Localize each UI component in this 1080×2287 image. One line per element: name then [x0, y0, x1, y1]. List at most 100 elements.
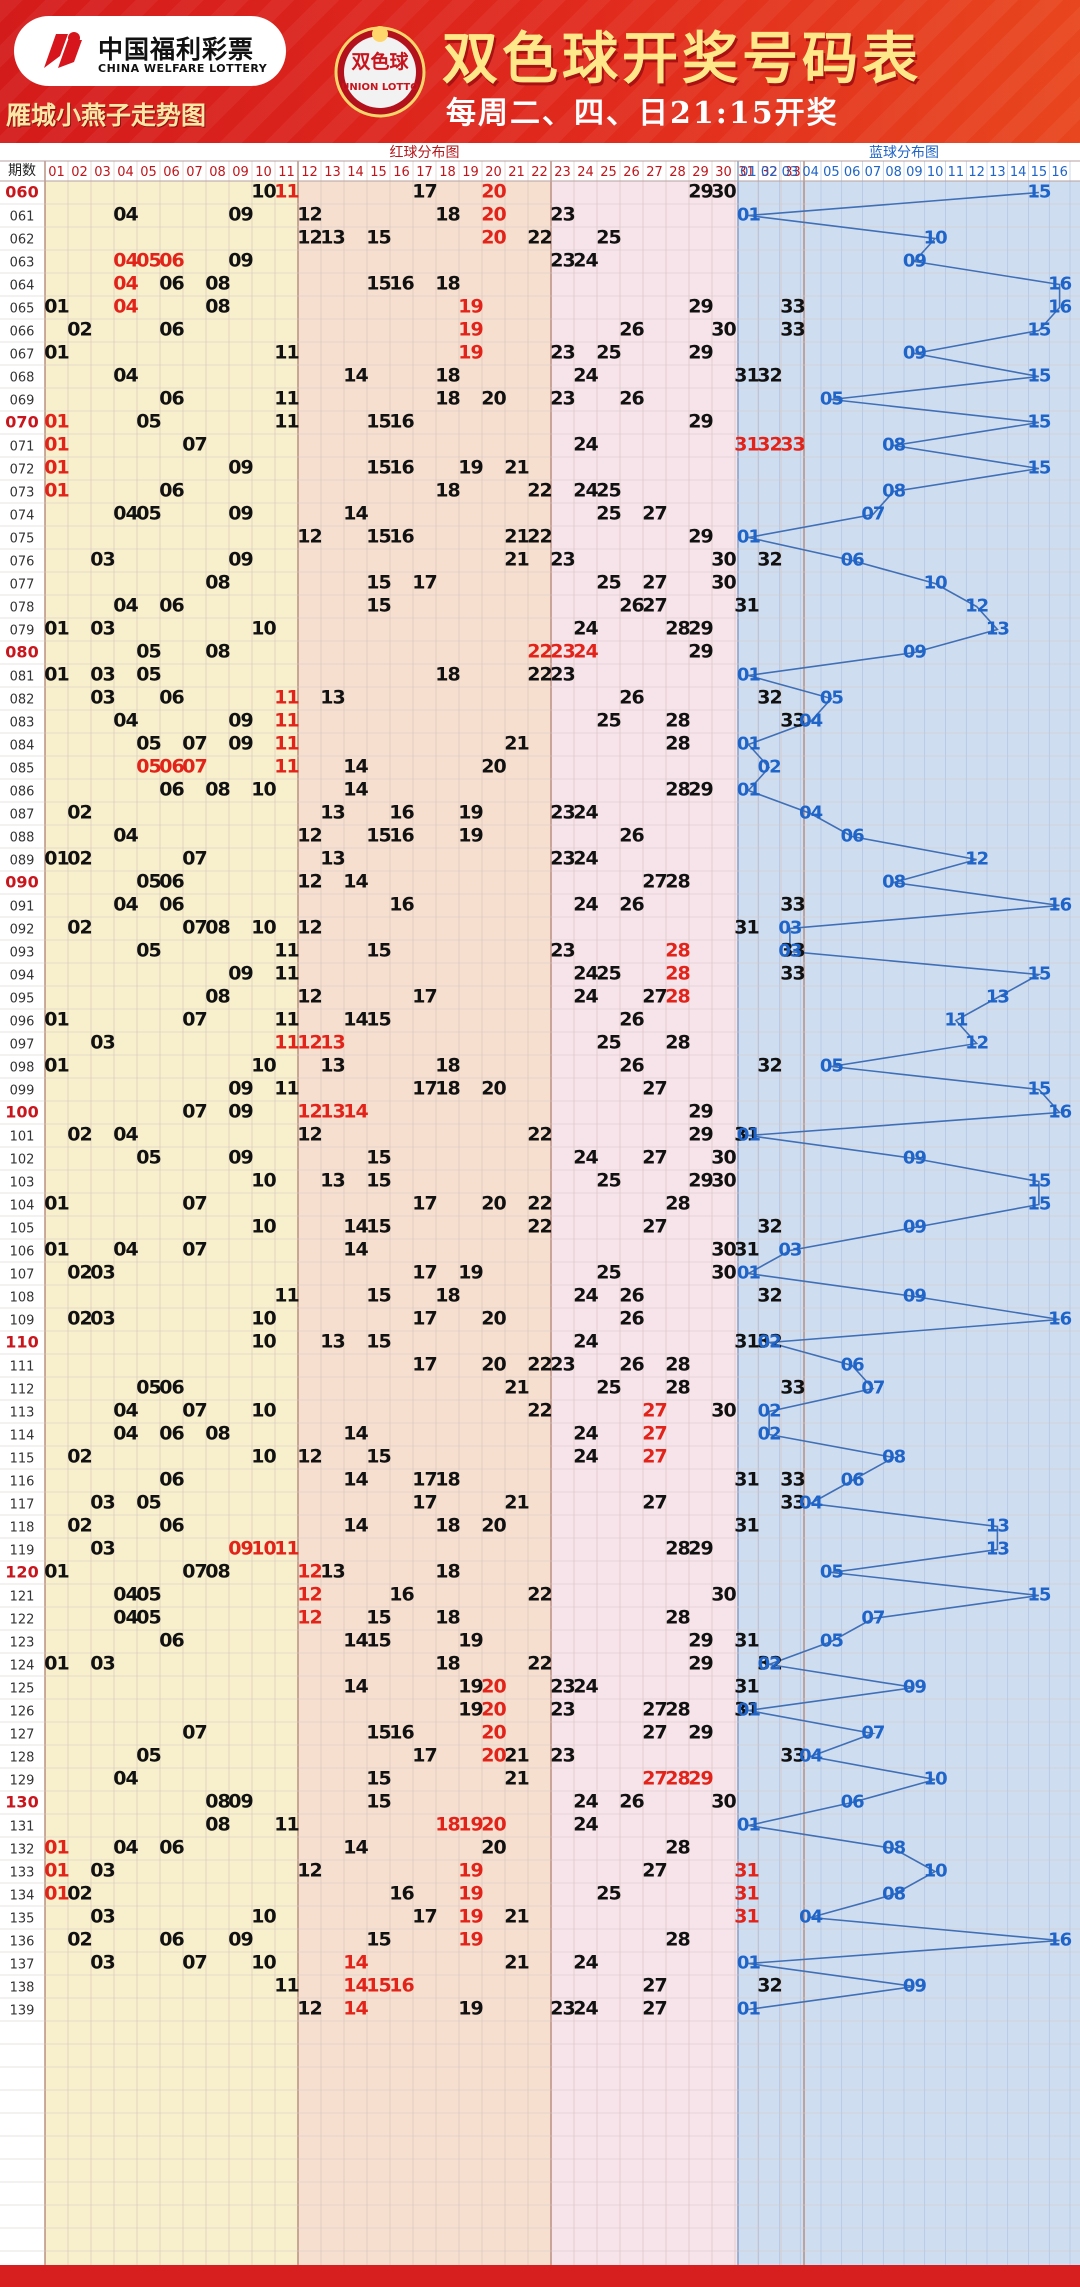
red-column-label: 12: [301, 165, 318, 180]
red-ball-number: 11: [274, 1078, 298, 1100]
period-label: 080: [5, 643, 38, 662]
red-ball-number: 24: [573, 1285, 598, 1307]
period-label: 087: [10, 808, 35, 823]
blue-ball-number: 08: [882, 1838, 906, 1859]
red-ball-number: 22: [527, 1216, 551, 1238]
blue-ball-number: 15: [1027, 1079, 1051, 1100]
red-ball-number: 01: [44, 1653, 68, 1675]
red-ball-number: 22: [527, 227, 551, 249]
period-label: 092: [10, 923, 35, 938]
red-ball-number: 15: [366, 1791, 390, 1813]
red-ball-number: 09: [228, 1101, 252, 1123]
red-ball-number: 01: [44, 296, 68, 318]
red-ball-number: 29: [688, 1722, 712, 1744]
red-ball-number: 25: [596, 1032, 620, 1054]
red-ball-number: 09: [228, 1791, 252, 1813]
red-ball-number: 05: [136, 1492, 160, 1514]
red-ball-number: 27: [642, 1768, 666, 1790]
red-ball-number: 08: [205, 917, 230, 939]
red-ball-number: 03: [90, 1262, 114, 1284]
red-ball-number: 26: [619, 1285, 644, 1307]
period-label: 071: [10, 440, 35, 455]
red-ball-number: 30: [711, 1170, 736, 1192]
red-ball-number: 01: [44, 480, 68, 502]
period-label: 067: [10, 348, 35, 363]
red-ball-number: 11: [274, 1032, 298, 1054]
blue-ball-number: 02: [758, 757, 781, 778]
red-ball-number: 13: [320, 1055, 344, 1077]
red-ball-number: 24: [573, 1423, 598, 1445]
red-ball-number: 18: [435, 273, 460, 295]
red-ball-number: 27: [642, 1423, 666, 1445]
red-ball-number: 24: [573, 434, 598, 456]
red-ball-number: 01: [44, 664, 68, 686]
red-ball-number: 04: [113, 1584, 138, 1606]
red-ball-number: 08: [205, 273, 230, 295]
red-ball-number: 18: [435, 1653, 460, 1675]
red-ball-number: 07: [182, 733, 206, 755]
header-banner: 中国福利彩票 CHINA WELFARE LOTTERY 雁城小燕子走势图 双色…: [0, 0, 1080, 143]
red-ball-number: 01: [44, 1883, 68, 1905]
red-ball-number: 29: [688, 1101, 712, 1123]
red-ball-number: 27: [642, 1400, 666, 1422]
red-ball-number: 02: [67, 1308, 91, 1330]
red-ball-number: 16: [389, 411, 414, 433]
red-ball-number: 20: [481, 1308, 506, 1330]
red-ball-number: 26: [619, 1055, 644, 1077]
red-ball-number: 19: [458, 1883, 482, 1905]
red-ball-number: 29: [688, 1124, 712, 1146]
blue-ball-number: 07: [861, 504, 885, 525]
red-ball-number: 30: [711, 319, 736, 341]
red-ball-number: 04: [113, 1423, 138, 1445]
red-ball-number: 22: [527, 526, 551, 548]
blue-ball-number: 15: [1027, 366, 1051, 387]
red-ball-number: 01: [44, 1561, 68, 1583]
red-ball-number: 10: [251, 1446, 276, 1468]
period-label: 088: [10, 831, 35, 846]
blue-ball-number: 01: [737, 1263, 761, 1284]
red-column-label: 17: [416, 165, 433, 180]
red-ball-number: 12: [297, 1124, 321, 1146]
red-column-label: 13: [324, 165, 341, 180]
red-ball-number: 01: [44, 1055, 68, 1077]
red-ball-number: 15: [366, 1216, 390, 1238]
red-ball-number: 23: [550, 388, 574, 410]
red-ball-number: 19: [458, 1814, 482, 1836]
red-column-label: 11: [278, 165, 295, 180]
red-ball-number: 25: [596, 1377, 620, 1399]
blue-ball-number: 09: [903, 1677, 927, 1698]
red-ball-number: 02: [67, 1929, 91, 1951]
red-ball-number: 10: [251, 1906, 276, 1928]
red-ball-number: 21: [504, 1906, 528, 1928]
blue-column-label: 08: [885, 165, 902, 180]
period-label: 126: [10, 1705, 35, 1720]
red-ball-number: 11: [274, 411, 298, 433]
red-ball-number: 19: [458, 1906, 482, 1928]
red-ball-number: 21: [504, 1768, 528, 1790]
red-ball-number: 31: [734, 1883, 758, 1905]
red-ball-number: 14: [343, 779, 368, 801]
red-ball-number: 14: [343, 1676, 368, 1698]
red-ball-number: 30: [711, 572, 736, 594]
red-ball-number: 14: [343, 1216, 368, 1238]
period-label: 077: [10, 578, 35, 593]
period-label: 136: [10, 1935, 35, 1950]
red-ball-number: 25: [596, 1262, 620, 1284]
red-ball-number: 31: [734, 1239, 758, 1261]
red-ball-number: 01: [44, 411, 68, 433]
red-ball-number: 30: [711, 1791, 736, 1813]
blue-ball-number: 13: [986, 987, 1010, 1008]
red-ball-number: 25: [596, 710, 620, 732]
red-ball-number: 10: [251, 1308, 276, 1330]
period-label: 096: [10, 1015, 35, 1030]
red-ball-number: 05: [136, 871, 160, 893]
red-ball-number: 28: [665, 779, 690, 801]
period-label: 097: [10, 1038, 35, 1053]
red-ball-number: 25: [596, 480, 620, 502]
red-ball-number: 11: [274, 733, 298, 755]
red-ball-number: 24: [573, 1998, 598, 2020]
red-ball-number: 11: [274, 1975, 298, 1997]
red-ball-number: 10: [251, 917, 276, 939]
red-ball-number: 05: [136, 503, 160, 525]
red-ball-number: 27: [642, 1492, 666, 1514]
